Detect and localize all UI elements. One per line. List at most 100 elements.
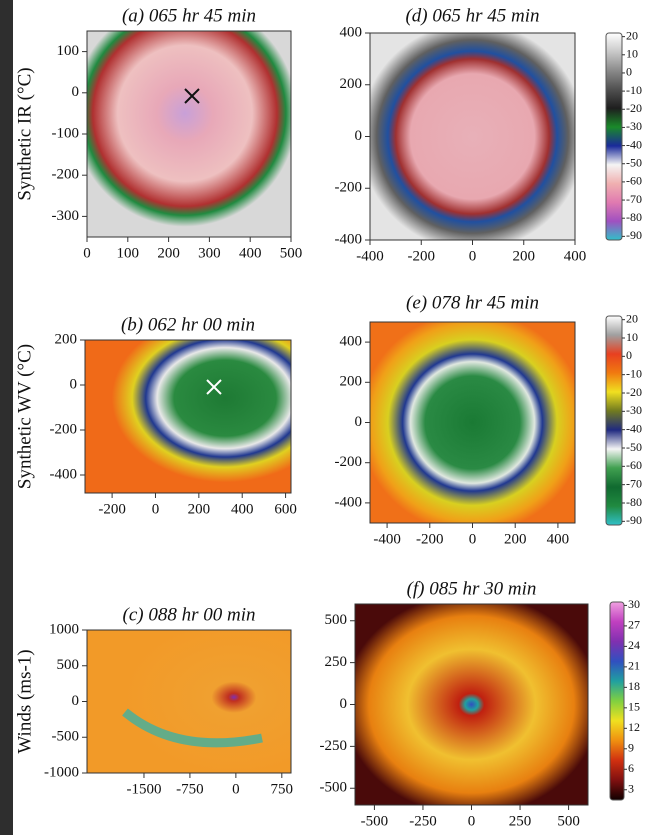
colorbar-tick-label: 20 bbox=[626, 28, 638, 42]
y-tick-label: 400 bbox=[340, 24, 363, 40]
x-tick-label: -500 bbox=[361, 813, 389, 829]
field-image bbox=[370, 322, 575, 523]
colorbar-tick-label: 0 bbox=[626, 348, 632, 362]
colorbar-tick-label: -30 bbox=[626, 403, 642, 417]
colorbar-tick-label: -70 bbox=[626, 476, 642, 490]
x-tick-label: -400 bbox=[373, 531, 401, 547]
colorbar-tick-label: 3 bbox=[628, 782, 634, 796]
y-tick-label: -500 bbox=[320, 780, 348, 796]
colorbar-tick-label: 30 bbox=[628, 597, 640, 611]
x-tick-label: 600 bbox=[274, 501, 297, 517]
colorbar-tick-label: -90 bbox=[626, 228, 642, 242]
colorbar-tick-label: 15 bbox=[628, 700, 640, 714]
x-tick-label: 400 bbox=[564, 248, 587, 264]
x-tick-label: 0 bbox=[232, 781, 240, 797]
y-tick-label: -400 bbox=[335, 231, 363, 247]
x-tick-label: -250 bbox=[409, 813, 437, 829]
panel-title: (a) 065 hr 45 min bbox=[122, 5, 256, 26]
colorbar-tick-label: -20 bbox=[626, 101, 642, 115]
x-tick-label: 300 bbox=[198, 245, 221, 261]
colorbar-tick-label: 10 bbox=[626, 47, 638, 61]
y-tick-label: 200 bbox=[340, 76, 363, 92]
colorbar-tick-label: -10 bbox=[626, 366, 642, 380]
x-tick-label: -400 bbox=[356, 248, 384, 264]
y-tick-label: -100 bbox=[52, 125, 80, 141]
y-tick-label: -1000 bbox=[44, 764, 79, 780]
y-tick-label: 400 bbox=[340, 334, 363, 350]
colorbar-tick-label: -50 bbox=[626, 440, 642, 454]
x-tick-label: 200 bbox=[513, 248, 536, 264]
y-tick-label: -200 bbox=[50, 421, 78, 437]
x-tick-label: 200 bbox=[157, 245, 180, 261]
colorbar-tick-label: -60 bbox=[626, 174, 642, 188]
row-label: Synthetic IR (°C) bbox=[14, 67, 35, 200]
figure: (a) 065 hr 45 minSynthetic IR (°C)010020… bbox=[0, 0, 652, 835]
colorbar bbox=[610, 602, 624, 800]
panel-title: (b) 062 hr 00 min bbox=[121, 314, 255, 335]
colorbar-tick-label: -40 bbox=[626, 421, 642, 435]
x-tick-label: 0 bbox=[152, 501, 160, 517]
colorbar-tick-label: 0 bbox=[626, 65, 632, 79]
x-tick-label: 750 bbox=[271, 781, 294, 797]
row-label: Synthetic WV (°C) bbox=[14, 344, 35, 489]
colorbar-tick-label: -70 bbox=[626, 192, 642, 206]
x-tick-label: 250 bbox=[509, 813, 532, 829]
panel-title: (e) 078 hr 45 min bbox=[406, 292, 539, 313]
y-tick-label: 0 bbox=[355, 414, 363, 430]
x-tick-label: 0 bbox=[469, 248, 477, 264]
x-tick-label: 100 bbox=[117, 245, 140, 261]
y-tick-label: 0 bbox=[72, 84, 80, 100]
chart-grid: (a) 065 hr 45 minSynthetic IR (°C)010020… bbox=[0, 0, 652, 835]
colorbar-tick-label: 18 bbox=[628, 679, 640, 693]
field-image bbox=[87, 31, 291, 237]
colorbar-tick-label: 9 bbox=[628, 741, 634, 755]
x-tick-label: 400 bbox=[547, 531, 570, 547]
colorbar-tick-label: 27 bbox=[628, 618, 640, 632]
y-tick-label: -400 bbox=[335, 494, 363, 510]
x-tick-label: 400 bbox=[231, 501, 254, 517]
colorbar-tick-label: -20 bbox=[626, 385, 642, 399]
x-tick-label: 0 bbox=[468, 813, 476, 829]
x-tick-label: 500 bbox=[557, 813, 580, 829]
y-tick-label: -250 bbox=[320, 738, 348, 754]
x-tick-label: 400 bbox=[239, 245, 262, 261]
colorbar-tick-label: 20 bbox=[626, 311, 638, 325]
field-image bbox=[87, 630, 291, 773]
colorbar-tick-label: 6 bbox=[628, 761, 634, 775]
x-tick-label: 200 bbox=[188, 501, 211, 517]
y-tick-label: 500 bbox=[325, 612, 348, 628]
x-tick-label: -750 bbox=[176, 781, 204, 797]
y-tick-label: 200 bbox=[340, 374, 363, 390]
y-tick-label: 200 bbox=[55, 331, 78, 347]
field-image bbox=[370, 33, 575, 240]
colorbar-tick-label: -30 bbox=[626, 119, 642, 133]
x-tick-label: -200 bbox=[98, 501, 126, 517]
colorbar-tick-label: -10 bbox=[626, 83, 642, 97]
row-label: Winds (ms-1) bbox=[14, 649, 35, 753]
y-tick-label: -200 bbox=[52, 167, 80, 183]
y-tick-label: 250 bbox=[325, 654, 348, 670]
colorbar-tick-label: -40 bbox=[626, 137, 642, 151]
y-tick-label: -200 bbox=[335, 180, 363, 196]
field-image bbox=[85, 340, 291, 493]
y-tick-label: 0 bbox=[72, 693, 80, 709]
y-tick-label: -200 bbox=[335, 454, 363, 470]
colorbar-tick-label: -80 bbox=[626, 210, 642, 224]
colorbar bbox=[606, 33, 622, 240]
y-tick-label: -400 bbox=[50, 466, 78, 482]
y-tick-label: 1000 bbox=[49, 621, 79, 637]
colorbar-tick-label: -50 bbox=[626, 155, 642, 169]
field-image bbox=[355, 604, 588, 805]
y-tick-label: -500 bbox=[52, 729, 80, 745]
colorbar-tick-label: -80 bbox=[626, 495, 642, 509]
x-tick-label: -1500 bbox=[126, 781, 161, 797]
colorbar-tick-label: 10 bbox=[626, 330, 638, 344]
x-tick-label: 200 bbox=[504, 531, 527, 547]
colorbar-tick-label: 12 bbox=[628, 720, 640, 734]
colorbar-tick-label: 24 bbox=[628, 638, 640, 652]
y-tick-label: 100 bbox=[57, 43, 80, 59]
y-tick-label: 0 bbox=[70, 376, 78, 392]
y-tick-label: 500 bbox=[57, 657, 80, 673]
x-tick-label: -200 bbox=[408, 248, 436, 264]
colorbar-tick-label: -90 bbox=[626, 513, 642, 527]
